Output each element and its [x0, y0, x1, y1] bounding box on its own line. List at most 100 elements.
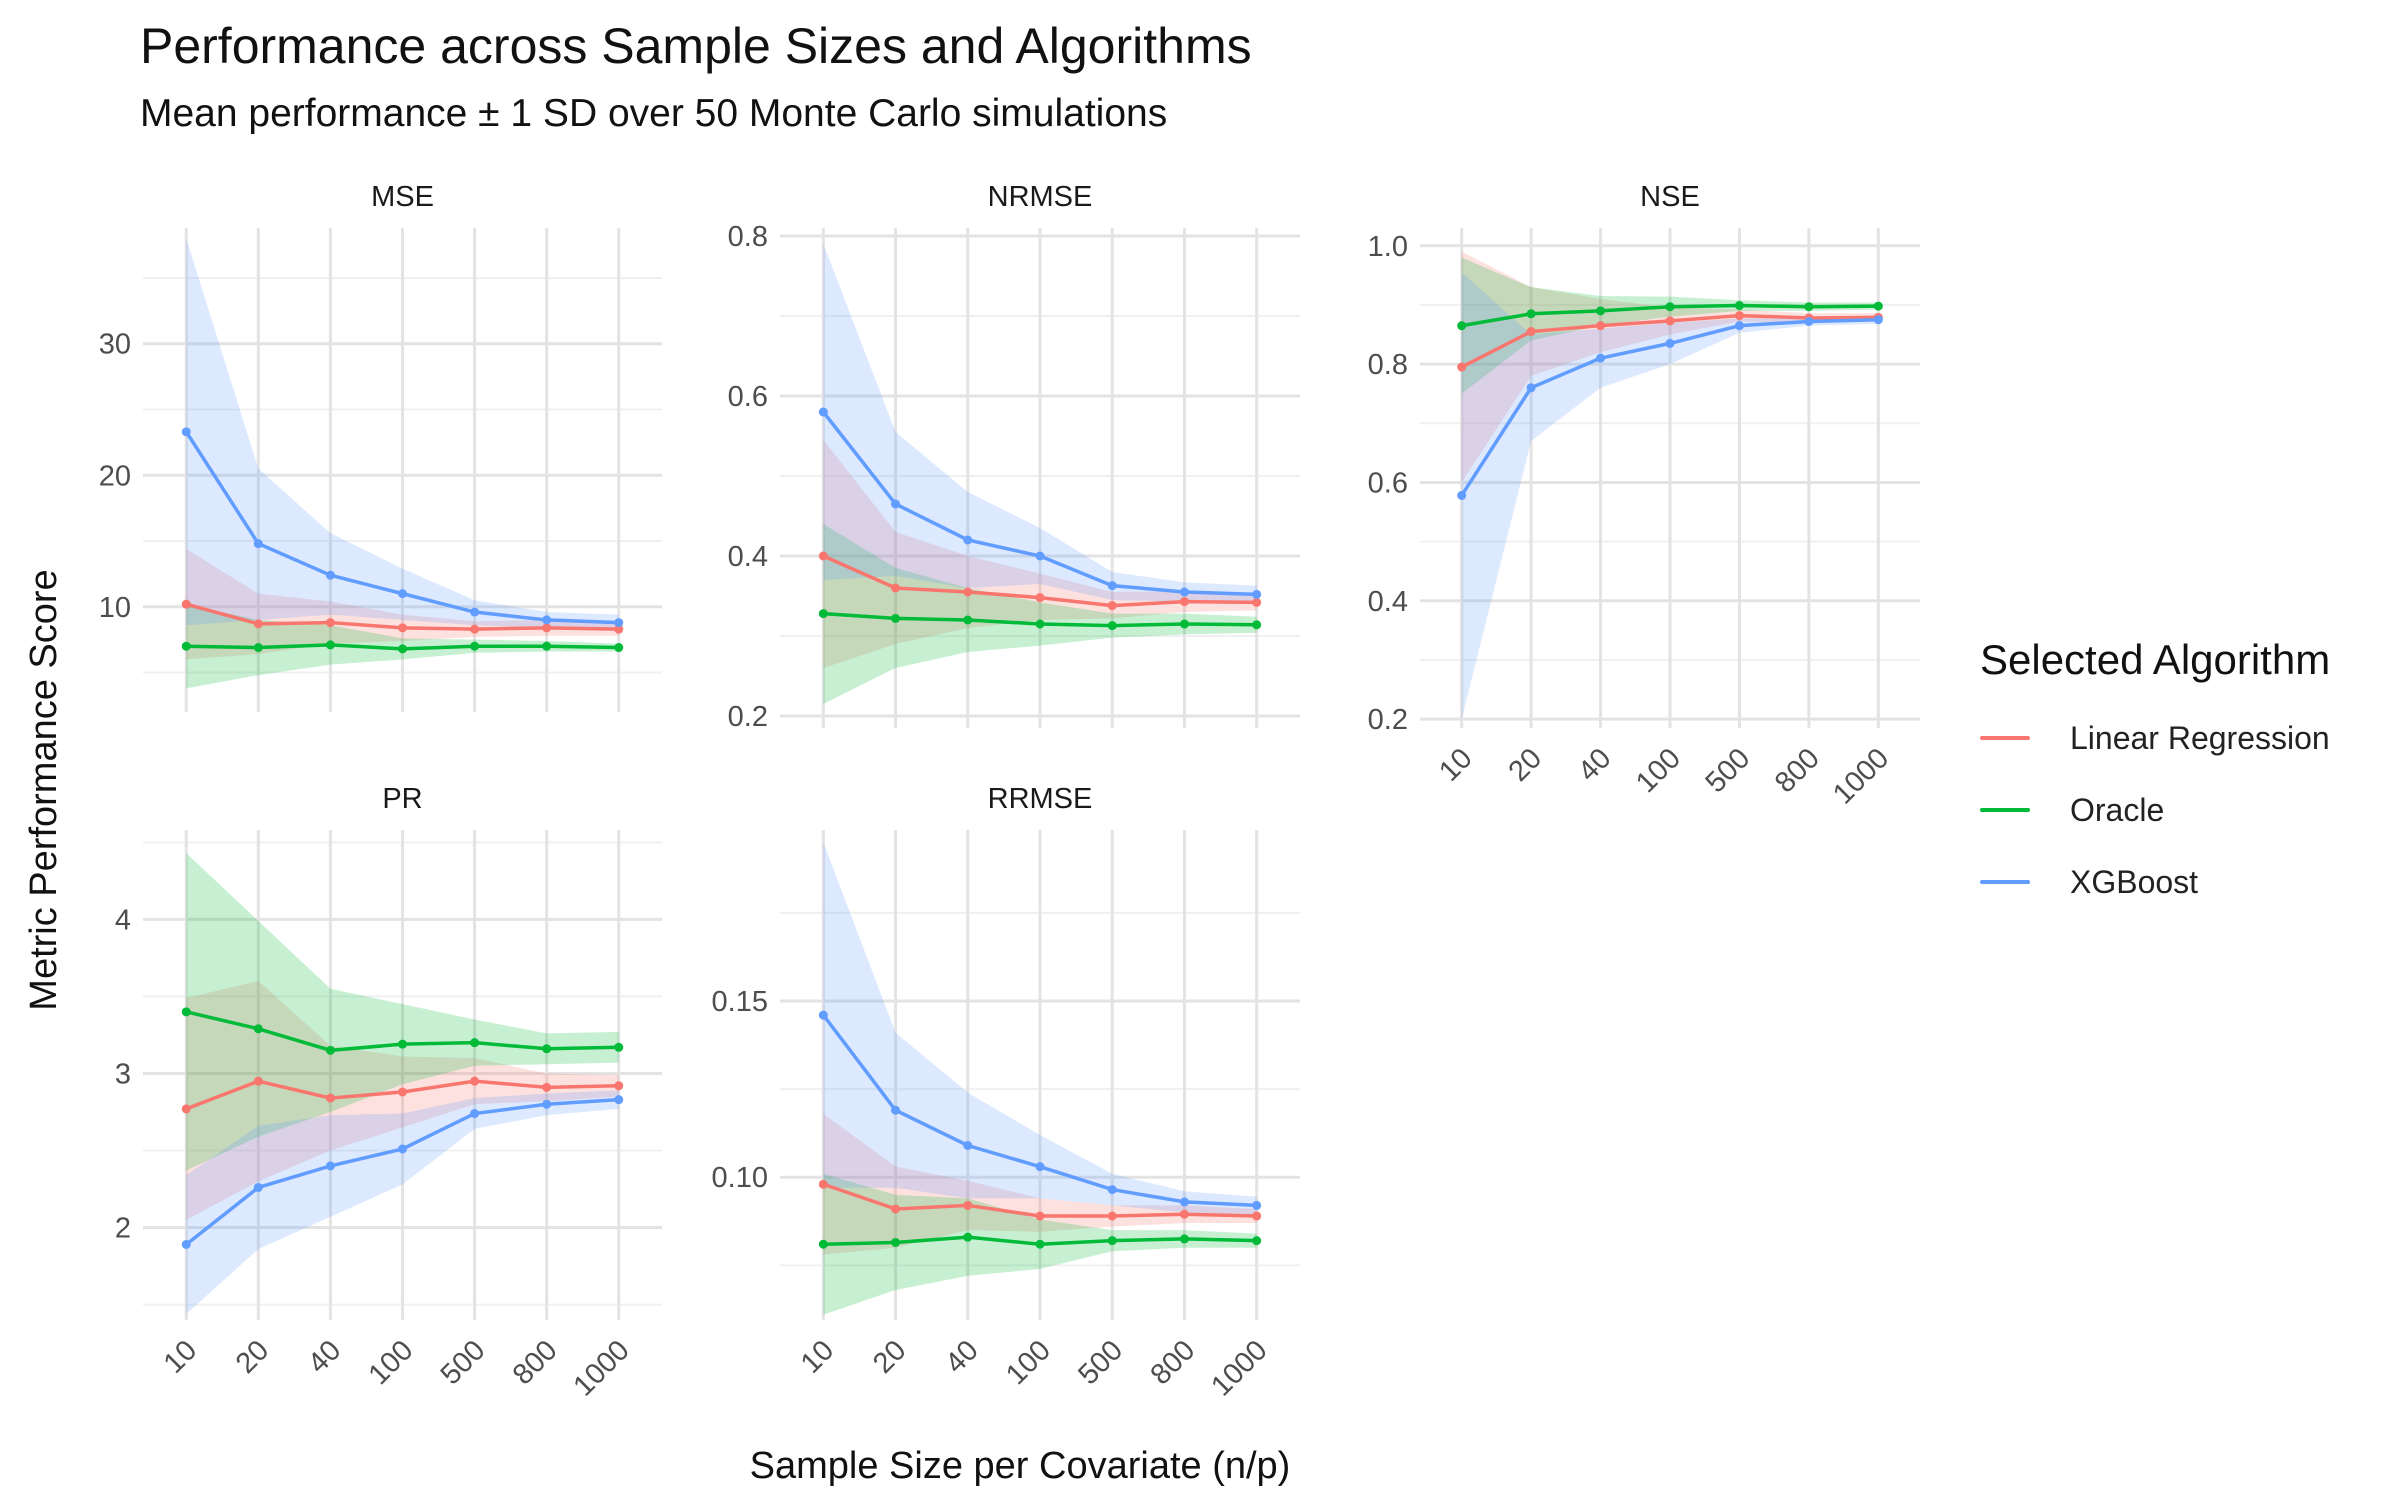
point-oracle: [614, 643, 624, 653]
y-tick-label: 0.15: [712, 986, 768, 1018]
panel-title: PR: [382, 783, 422, 815]
point-linear-regression: [253, 1076, 263, 1086]
x-tick-label: 500: [1700, 742, 1757, 799]
x-tick-label: 40: [939, 1334, 984, 1379]
y-tick-label: 0.8: [1368, 349, 1408, 381]
point-xgboost: [542, 1099, 552, 1109]
point-xgboost: [963, 1141, 973, 1151]
point-xgboost: [470, 1109, 480, 1119]
point-oracle: [398, 644, 407, 654]
point-oracle: [253, 643, 263, 653]
point-linear-regression: [1252, 597, 1262, 607]
point-linear-regression: [1179, 1209, 1189, 1219]
y-tick-label: 0.6: [1368, 467, 1408, 499]
point-xgboost: [398, 1144, 407, 1154]
legend-label: XGBoost: [2070, 863, 2199, 900]
point-oracle: [1035, 1239, 1045, 1249]
point-linear-regression: [614, 1081, 624, 1091]
legend-key-linear-regression: [1980, 736, 2030, 740]
point-linear-regression: [891, 583, 901, 593]
x-tick-label: 800: [1145, 1334, 1202, 1391]
point-linear-regression: [1252, 1211, 1262, 1221]
ribbon-xgboost: [823, 244, 1257, 604]
point-oracle: [818, 609, 828, 619]
legend-title: Selected Algorithm: [1980, 636, 2331, 683]
panel-title: MSE: [371, 181, 434, 213]
x-tick-label: 10: [795, 1334, 840, 1379]
point-xgboost: [1107, 581, 1117, 591]
y-tick-label: 0.2: [1368, 704, 1408, 736]
point-xgboost: [1252, 1200, 1262, 1210]
point-xgboost: [542, 615, 552, 625]
point-xgboost: [1035, 1162, 1045, 1172]
point-xgboost: [614, 618, 624, 628]
point-oracle: [963, 1232, 973, 1242]
x-axis-title: Sample Size per Covariate (n/p): [750, 1445, 1291, 1487]
panel-nse: 0.2 0.4 0.6 0.8 1.0 NSE 10 20 40 100 500 800 1000: [1368, 181, 1920, 811]
x-tick-label: 20: [867, 1334, 912, 1379]
point-linear-regression: [398, 1087, 407, 1097]
legend-label: Oracle: [2070, 791, 2165, 828]
point-xgboost: [253, 1182, 263, 1192]
point-xgboost: [1252, 589, 1262, 599]
y-tick-label: 3: [115, 1058, 131, 1090]
point-linear-regression: [1734, 311, 1744, 321]
point-xgboost: [181, 427, 191, 437]
y-tick-label: 0.2: [728, 701, 768, 733]
point-xgboost: [1179, 1197, 1189, 1207]
x-tick-label: 800: [1769, 742, 1826, 799]
ribbon-linear-regression: [823, 1113, 1257, 1255]
panel-title: NSE: [1640, 181, 1700, 213]
point-xgboost: [470, 607, 480, 617]
point-linear-regression: [1526, 327, 1536, 337]
point-linear-regression: [1457, 362, 1467, 372]
point-linear-regression: [470, 624, 480, 634]
ribbon-linear-regression: [1461, 251, 1879, 483]
panel-mse: 10 20 30 MSE: [99, 181, 662, 712]
point-oracle: [1526, 309, 1536, 319]
point-linear-regression: [1179, 597, 1189, 607]
point-linear-regression: [542, 1082, 552, 1092]
point-linear-regression: [181, 1104, 191, 1114]
ribbon-linear-regression: [823, 440, 1257, 668]
y-tick-label: 0.4: [1368, 586, 1408, 618]
point-xgboost: [818, 407, 828, 417]
point-linear-regression: [1035, 1211, 1045, 1221]
point-oracle: [1734, 301, 1744, 311]
ribbon-linear-regression: [186, 548, 619, 660]
point-linear-regression: [818, 1179, 828, 1189]
point-oracle: [1252, 620, 1262, 630]
x-tick-label: 40: [1572, 742, 1617, 787]
point-xgboost: [1734, 321, 1744, 331]
ribbon-oracle: [823, 524, 1257, 704]
point-oracle: [1252, 1236, 1262, 1246]
point-xgboost: [325, 570, 335, 580]
point-linear-regression: [1107, 1211, 1117, 1221]
point-linear-regression: [891, 1204, 901, 1214]
point-oracle: [1873, 301, 1883, 311]
x-tick-label: 500: [435, 1334, 492, 1391]
point-oracle: [470, 1038, 480, 1048]
point-xgboost: [963, 535, 973, 545]
y-tick-label: 10: [99, 592, 131, 624]
point-xgboost: [181, 1239, 191, 1249]
legend-key-xgboost: [1980, 880, 2030, 884]
point-linear-regression: [614, 624, 624, 634]
point-oracle: [253, 1024, 263, 1034]
point-oracle: [542, 1044, 552, 1054]
point-linear-regression: [1665, 316, 1675, 326]
x-tick-label: 1000: [1827, 742, 1895, 810]
point-oracle: [1596, 306, 1606, 316]
panel-title: NRMSE: [988, 181, 1093, 213]
point-oracle: [1665, 302, 1675, 312]
point-xgboost: [325, 1161, 335, 1171]
ribbon-xgboost: [186, 238, 619, 631]
panel-title: RRMSE: [988, 783, 1093, 815]
x-tick-label: 500: [1072, 1334, 1129, 1391]
point-oracle: [963, 615, 973, 625]
point-linear-regression: [253, 619, 263, 629]
chart-title: Performance across Sample Sizes and Algo…: [140, 18, 1252, 74]
point-oracle: [325, 640, 335, 650]
ribbon-xgboost: [1461, 272, 1879, 720]
